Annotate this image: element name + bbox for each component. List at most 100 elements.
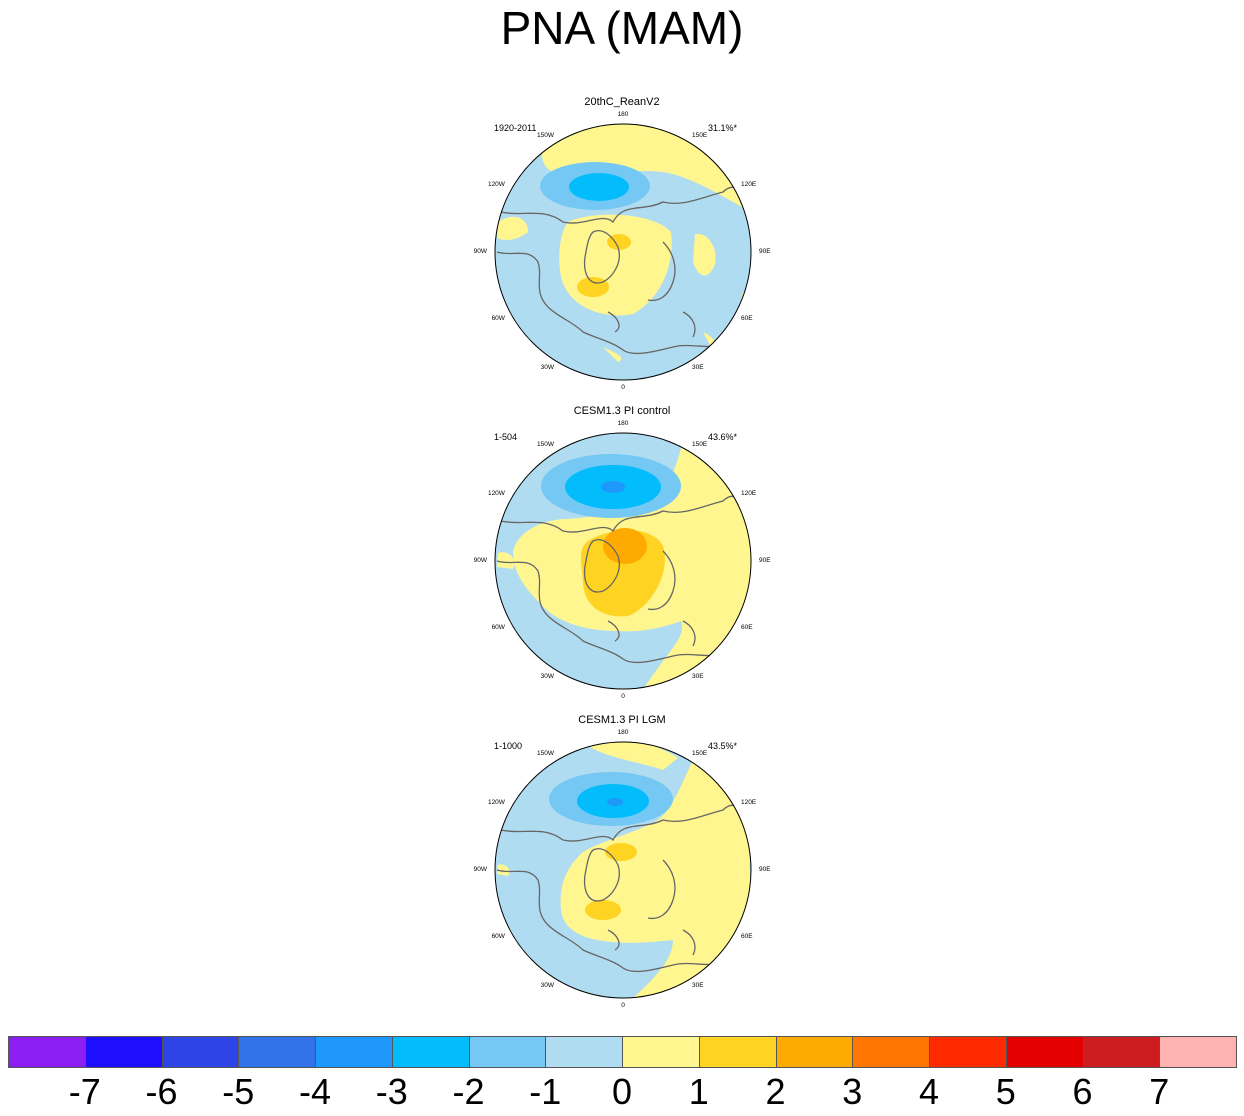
colorbar-tick-label: -1 (529, 1071, 562, 1112)
contour-region (605, 843, 637, 861)
contour-region (603, 528, 647, 564)
longitude-label: 60E (741, 933, 753, 940)
colorbar-tick-label: 3 (842, 1071, 863, 1112)
contour-region (607, 798, 623, 806)
panel-variance-explained: 31.1%* (708, 123, 738, 133)
contour-region (607, 234, 631, 250)
panel-period: 1-504 (494, 432, 518, 442)
panel-period: 1920-2011 (494, 123, 537, 133)
longitude-label: 90W (473, 248, 487, 255)
coastline (500, 186, 748, 224)
longitude-label: 90E (759, 557, 771, 564)
coastline (496, 251, 734, 355)
contour-region (497, 552, 515, 569)
contour-region (560, 760, 751, 998)
longitude-label: 120W (487, 181, 505, 188)
contour-region (583, 742, 678, 770)
longitude-label: 150W (537, 131, 554, 139)
panel-title: CESM1.3 PI LGM (578, 714, 666, 726)
panel-variance-explained: 43.6%* (708, 432, 738, 442)
coastline (500, 495, 748, 533)
longitude-label: 60W (491, 933, 505, 940)
polar-map (494, 432, 752, 690)
colorbar-tick-label: 0 (611, 1071, 633, 1112)
colorbar-tick-label: 2 (765, 1071, 786, 1112)
longitude-label: 120E (741, 490, 757, 497)
longitude-label: 150E (692, 131, 708, 139)
panel-title: 20thC_ReanV2 (584, 96, 660, 108)
coastline (500, 804, 748, 842)
contour-region (497, 864, 510, 876)
coastline (607, 929, 696, 956)
colorbar-box (315, 1036, 393, 1068)
map-border (494, 432, 752, 690)
colorbar-box (622, 1036, 700, 1068)
colorbar (8, 1036, 1237, 1070)
polar-map (494, 123, 752, 381)
longitude-label: 0 (621, 384, 625, 391)
coastline (583, 539, 620, 593)
coastline (647, 859, 676, 920)
colorbar-box (545, 1036, 623, 1068)
colorbar-box (391, 1036, 470, 1068)
contour-region (601, 481, 625, 493)
longitude-label: 180 (617, 729, 629, 736)
longitude-label: 30W (540, 982, 554, 990)
longitude-label: 150W (537, 440, 554, 448)
colorbar-tick-label: 6 (1072, 1071, 1093, 1112)
longitude-label: 150E (692, 749, 708, 757)
figure-title: PNA (MAM) (500, 2, 744, 54)
contour-region (569, 173, 629, 201)
longitude-label: 30W (540, 364, 554, 372)
colorbar-box (84, 1036, 163, 1068)
panel-variance-explained: 43.5%* (708, 741, 738, 751)
longitude-label: 180 (617, 420, 629, 427)
longitude-label: 120E (741, 799, 757, 806)
longitude-label: 180 (617, 111, 629, 118)
colorbar-tick-label: -5 (222, 1071, 255, 1112)
colorbar-tick-label: 5 (995, 1071, 1016, 1112)
coastline (496, 560, 734, 664)
coastline (607, 311, 696, 338)
colorbar-tick-label: 1 (688, 1071, 709, 1112)
longitude-label: 120W (487, 799, 505, 806)
polar-map (494, 741, 752, 999)
colorbar-box (8, 1036, 86, 1068)
coastline (607, 620, 696, 647)
coastline (647, 550, 676, 611)
coastline (496, 869, 734, 973)
contour-region (693, 233, 716, 276)
coastline (647, 241, 676, 302)
longitude-label: 0 (621, 1002, 625, 1009)
contour-region (577, 277, 609, 297)
longitude-label: 60E (741, 315, 753, 322)
longitude-label: 90W (473, 557, 487, 564)
colorbar-box (775, 1036, 854, 1068)
longitude-label: 120E (741, 181, 757, 188)
longitude-label: 60E (741, 624, 753, 631)
contour-region (703, 332, 715, 347)
longitude-label: 90E (759, 866, 771, 873)
colorbar-box (161, 1036, 240, 1068)
panel-period: 1-1000 (494, 741, 523, 751)
colorbar-box (698, 1036, 777, 1068)
colorbar-tick-label: -4 (298, 1071, 332, 1112)
colorbar-box (1082, 1036, 1161, 1068)
contour-region (603, 347, 622, 362)
map-border (494, 123, 752, 381)
longitude-label: 90E (759, 248, 771, 255)
colorbar-box (929, 1036, 1007, 1068)
colorbar-box (1159, 1036, 1237, 1068)
longitude-label: 60W (491, 624, 505, 631)
colorbar-box (852, 1036, 930, 1068)
longitude-label: 90W (473, 866, 487, 873)
colorbar-tick-label: 7 (1149, 1071, 1170, 1112)
colorbar-tick-label: -7 (68, 1071, 101, 1112)
colorbar-box (238, 1036, 316, 1068)
colorbar-box (1005, 1036, 1084, 1068)
longitude-label: 60W (491, 315, 505, 322)
longitude-label: 30E (692, 673, 704, 681)
longitude-label: 30E (692, 364, 704, 372)
colorbar-tick-label: -6 (145, 1071, 178, 1112)
colorbar-box (468, 1036, 547, 1068)
